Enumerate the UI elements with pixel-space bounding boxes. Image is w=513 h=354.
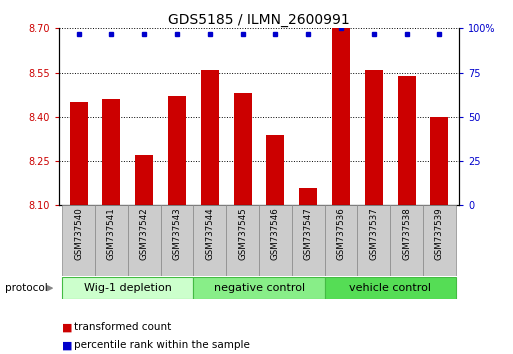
FancyBboxPatch shape [390,205,423,276]
Text: GSM737536: GSM737536 [337,207,346,260]
Bar [332,28,350,205]
FancyBboxPatch shape [423,205,456,276]
Text: negative control: negative control [213,283,305,293]
Text: GSM737539: GSM737539 [435,207,444,260]
Text: GSM737542: GSM737542 [140,207,149,260]
Bar [70,102,88,205]
FancyBboxPatch shape [325,205,358,276]
FancyBboxPatch shape [193,205,226,276]
FancyBboxPatch shape [128,205,161,276]
Text: protocol: protocol [5,283,48,293]
FancyBboxPatch shape [259,205,292,276]
Title: GDS5185 / ILMN_2600991: GDS5185 / ILMN_2600991 [168,13,350,27]
Bar [168,96,186,205]
FancyBboxPatch shape [358,205,390,276]
FancyBboxPatch shape [161,205,193,276]
Text: GSM737543: GSM737543 [172,207,182,260]
Bar [201,70,219,205]
Bar [430,117,448,205]
Text: GSM737538: GSM737538 [402,207,411,260]
Text: vehicle control: vehicle control [349,283,431,293]
Bar [135,155,153,205]
Bar [266,135,285,205]
Bar [233,93,252,205]
Text: Wig-1 depletion: Wig-1 depletion [84,283,172,293]
FancyBboxPatch shape [325,277,456,299]
Text: ■: ■ [62,340,72,350]
Bar [299,188,317,205]
Bar [398,75,416,205]
Text: GSM737540: GSM737540 [74,207,83,260]
Text: GSM737537: GSM737537 [369,207,379,260]
FancyBboxPatch shape [62,277,193,299]
Text: GSM737541: GSM737541 [107,207,116,260]
Text: GSM737547: GSM737547 [304,207,313,260]
FancyBboxPatch shape [95,205,128,276]
Text: GSM737544: GSM737544 [205,207,214,260]
Text: percentile rank within the sample: percentile rank within the sample [74,340,250,350]
Text: transformed count: transformed count [74,322,172,332]
Bar [103,99,121,205]
FancyBboxPatch shape [292,205,325,276]
Bar [365,70,383,205]
Text: GSM737545: GSM737545 [238,207,247,260]
Text: GSM737546: GSM737546 [271,207,280,260]
Text: ■: ■ [62,322,72,332]
FancyBboxPatch shape [226,205,259,276]
FancyBboxPatch shape [62,205,95,276]
FancyBboxPatch shape [193,277,325,299]
